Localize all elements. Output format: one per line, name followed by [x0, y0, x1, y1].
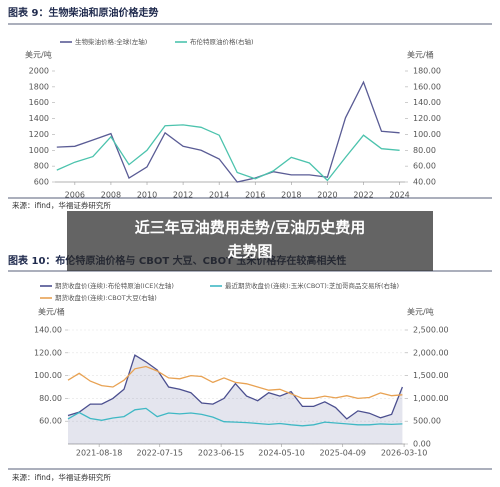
y-tick-label: 140.00 — [34, 326, 62, 335]
y2-tick-label: 40.00 — [413, 178, 436, 187]
overlay-text: 走势图 — [227, 243, 272, 261]
charts: 美元/吨 美元/桶60080010001200140016001800200040… — [25, 37, 449, 458]
y2-tick-label: 180.00 — [413, 67, 441, 76]
y2-tick-label: 1,000.00 — [413, 394, 449, 403]
legend-label: 布伦特原油价格(右轴) — [190, 37, 254, 46]
y2-tick-label: 0.00 — [413, 440, 431, 449]
y2-axis-unit: 美元/桶 — [407, 50, 434, 60]
y2-axis-unit: 美元/吨 — [407, 307, 434, 317]
y2-tick-label: 2,000.00 — [413, 348, 449, 357]
y-tick-label: 2000 — [29, 67, 49, 76]
overlay-banner — [67, 211, 433, 271]
y2-tick-label: 1,500.00 — [413, 371, 449, 380]
x-tick-label: 2022 — [353, 191, 373, 200]
x-tick-label: 2021-08-18 — [76, 449, 123, 458]
x-tick-label: 2012 — [173, 191, 193, 200]
y2-tick-label: 60.00 — [413, 162, 436, 171]
x-tick-label: 2022-07-15 — [137, 449, 184, 458]
y-tick-label: 60.00 — [39, 417, 62, 426]
figure-source: 来源：ifind，华福证券研究所 — [12, 472, 111, 482]
x-tick-label: 2008 — [101, 191, 121, 200]
x-tick-label: 2026-03-10 — [381, 449, 428, 458]
series-line — [67, 407, 403, 427]
y2-tick-label: 500.00 — [413, 417, 441, 426]
x-tick-label: 2023-06-15 — [198, 449, 245, 458]
legend-label: 期货收盘价(连续):布伦特原油(ICE)(左轴) — [55, 281, 174, 290]
series-line — [56, 124, 400, 182]
x-tick-label: 2025-04-09 — [319, 449, 366, 458]
y-tick-label: 1400 — [29, 114, 49, 123]
y2-tick-label: 140.00 — [413, 98, 441, 107]
y-tick-label: 1200 — [29, 130, 49, 139]
x-tick-label: 2024 — [389, 191, 409, 200]
overlay-text: 近三年豆油费用走势/豆油历史费用 — [135, 219, 365, 237]
x-tick-label: 2024-05-10 — [258, 449, 305, 458]
x-tick-label: 2016 — [245, 191, 265, 200]
y2-tick-label: 160.00 — [413, 82, 441, 91]
y-tick-label: 120.00 — [34, 348, 62, 357]
series-line — [67, 354, 404, 420]
legend-label: 最近期货收盘价(连续):玉米(CBOT):芝加哥商品交易所(右轴) — [225, 281, 399, 290]
y-tick-label: 800 — [34, 162, 49, 171]
x-tick-label: 2020 — [317, 191, 337, 200]
legend-label: 期货收盘价(连续):CBOT大豆(右轴) — [55, 293, 157, 302]
y-tick-label: 600 — [34, 178, 49, 187]
x-tick-label: 2014 — [209, 191, 229, 200]
y2-tick-label: 80.00 — [413, 146, 436, 155]
y-tick-label: 100.00 — [34, 371, 62, 380]
y-axis-unit: 美元/吨 — [25, 50, 52, 60]
y-axis-unit: 美元/桶 — [38, 307, 65, 317]
legend-label: 生物柴油价格:全球(左轴) — [75, 37, 147, 46]
y-tick-label: 1600 — [29, 98, 49, 107]
x-tick-label: 2006 — [65, 191, 85, 200]
figure-source: 来源：ifind，华福证券研究所 — [12, 200, 111, 210]
y-tick-label: 80.00 — [39, 394, 62, 403]
y2-tick-label: 2,500.00 — [413, 326, 449, 335]
y-tick-label: 1000 — [29, 146, 49, 155]
series-area — [68, 355, 403, 444]
y2-tick-label: 100.00 — [413, 130, 441, 139]
y2-tick-label: 120.00 — [413, 114, 441, 123]
series-line — [67, 365, 403, 400]
figure-caption: 图表 9：生物柴油和原油价格走势 — [8, 6, 158, 19]
y-tick-label: 1800 — [29, 82, 49, 91]
x-tick-label: 2018 — [281, 191, 301, 200]
x-tick-label: 2010 — [137, 191, 157, 200]
